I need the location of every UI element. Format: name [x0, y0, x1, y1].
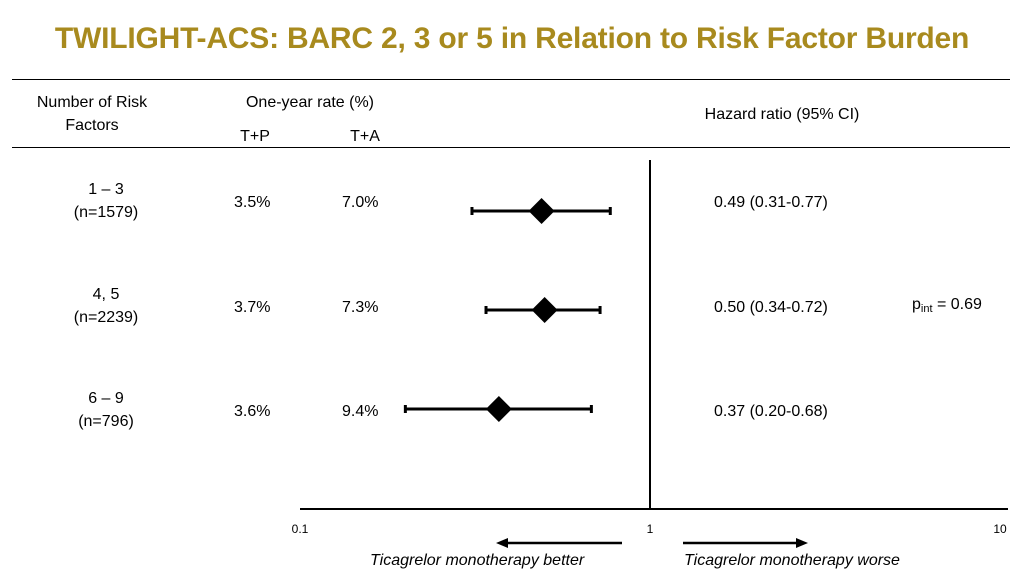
- tp-header: T+P: [240, 128, 270, 145]
- direction-label-right: Ticagrelor monotherapy worse: [684, 552, 900, 569]
- header-divider: [12, 147, 1010, 148]
- hazard-ratio-point: [528, 198, 555, 224]
- row-group-label: 1 – 3: [88, 181, 124, 198]
- row-n-label: (n=2239): [73, 309, 139, 326]
- x-tick-label: 10: [993, 522, 1007, 536]
- arrow-left-head: [496, 538, 508, 548]
- hazard-ratio-header: Hazard ratio (95% CI): [704, 106, 860, 123]
- x-tick-label: 0.1: [292, 522, 309, 536]
- ta-header: T+A: [350, 128, 380, 145]
- hazard-ratio-point: [531, 297, 558, 323]
- page-title: TWILIGHT-ACS: BARC 2, 3 or 5 in Relation…: [54, 22, 970, 55]
- row-hr-text: 0.37 (0.20-0.68): [714, 403, 828, 420]
- x-tick-label: 1: [647, 522, 654, 536]
- p-interaction-value: = 0.69: [932, 296, 982, 313]
- row-group-label: 6 – 9: [88, 390, 124, 407]
- p-interaction-sub: int: [920, 303, 933, 315]
- p-interaction: pint = 0.69: [912, 296, 982, 315]
- arrow-right-head: [796, 538, 808, 548]
- row-n-label: (n=1579): [73, 204, 139, 221]
- row-ta-rate: 9.4%: [342, 403, 379, 420]
- direction-label-left: Ticagrelor monotherapy better: [370, 552, 585, 569]
- row-n-label: (n=796): [78, 413, 134, 430]
- row-tp-rate: 3.5%: [234, 194, 271, 211]
- row-hr-text: 0.49 (0.31-0.77): [714, 194, 828, 211]
- p-interaction-p: p: [912, 296, 921, 313]
- row-group-label: 4, 5: [92, 286, 120, 303]
- row-tp-rate: 3.6%: [234, 403, 271, 420]
- row-ta-rate: 7.0%: [342, 194, 379, 211]
- one-year-rate-header: One-year rate (%): [245, 94, 375, 111]
- row-hr-text: 0.50 (0.34-0.72): [714, 299, 828, 316]
- hazard-ratio-point: [485, 396, 512, 422]
- row-ta-rate: 7.3%: [342, 299, 379, 316]
- risk-factor-header: Number of Risk Factors: [36, 94, 148, 134]
- row-tp-rate: 3.7%: [234, 299, 271, 316]
- title-divider: [12, 79, 1010, 80]
